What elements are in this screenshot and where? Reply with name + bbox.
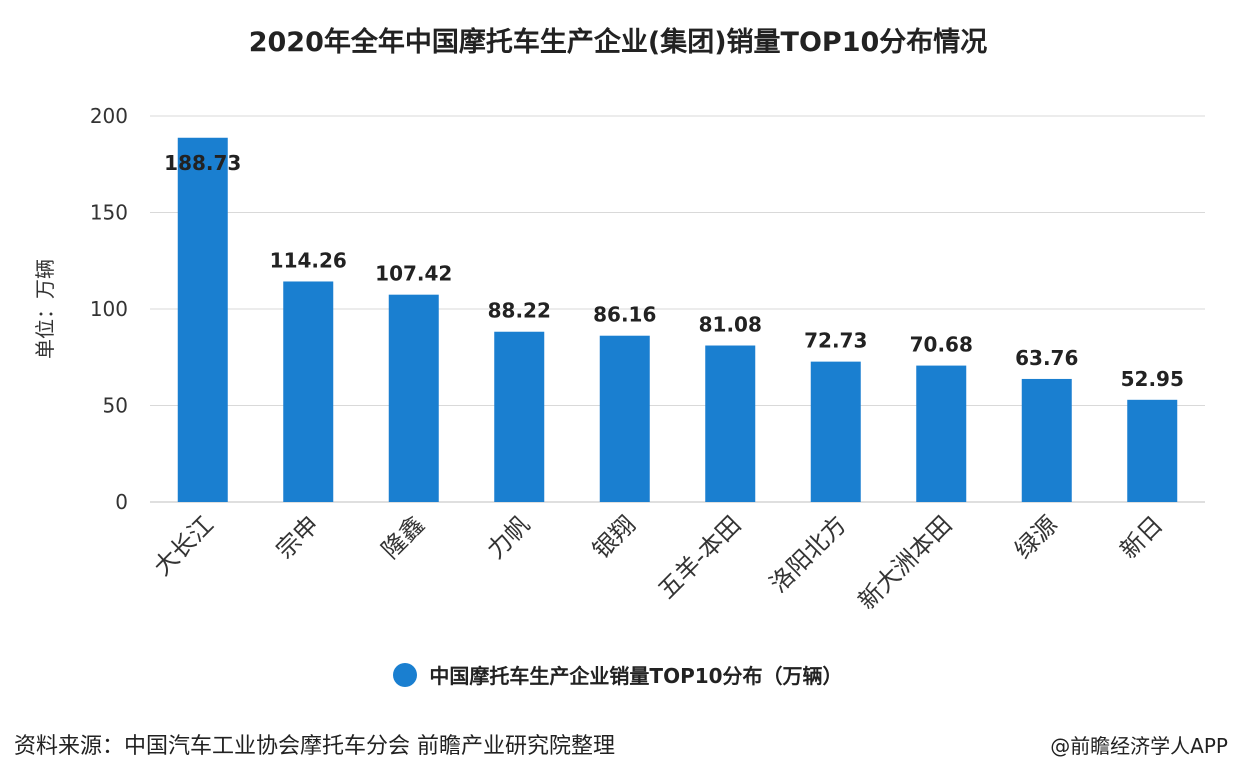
x-tick-label: 力帆 <box>482 510 536 564</box>
legend-label: 中国摩托车生产企业销量TOP10分布（万辆） <box>429 664 843 688</box>
legend: 中国摩托车生产企业销量TOP10分布（万辆） <box>0 660 1236 689</box>
data-label: 70.68 <box>910 333 973 357</box>
x-tick-label: 新日 <box>1115 510 1169 564</box>
x-tick-label: 宗申 <box>271 510 325 564</box>
data-label: 52.95 <box>1121 367 1184 391</box>
y-tick-label: 50 <box>103 394 128 418</box>
footer-credit: @前瞻经济学人APP <box>1050 734 1228 758</box>
x-tick-label: 隆鑫 <box>376 510 430 564</box>
x-tick-label: 新大洲本田 <box>853 510 958 615</box>
bar-9 <box>1021 378 1072 502</box>
footer-source: 资料来源：中国汽车工业协会摩托车分会 前瞻产业研究院整理 <box>14 734 615 759</box>
data-label: 72.73 <box>804 329 867 353</box>
data-label: 107.42 <box>375 262 452 286</box>
y-tick-label: 150 <box>90 201 128 225</box>
bar-1 <box>177 137 228 502</box>
bar-7 <box>810 361 861 502</box>
y-tick-label: 100 <box>90 297 128 321</box>
data-label: 81.08 <box>699 313 762 337</box>
x-tick-label: 洛阳北方 <box>764 510 852 598</box>
data-label: 114.26 <box>270 248 347 272</box>
bar-10 <box>1127 399 1178 502</box>
bar-4 <box>494 331 545 502</box>
bar-6 <box>705 345 756 502</box>
data-label: 88.22 <box>488 299 551 323</box>
x-tick-label: 大长江 <box>148 510 219 581</box>
bar-8 <box>916 365 967 502</box>
x-tick-label: 绿源 <box>1009 510 1063 564</box>
data-label: 86.16 <box>593 303 656 327</box>
x-tick-label: 银翔 <box>587 510 641 564</box>
x-tick-label: 五羊-本田 <box>653 510 747 604</box>
bar-2 <box>283 281 334 502</box>
bar-5 <box>599 335 650 502</box>
y-tick-label: 200 <box>90 104 128 128</box>
data-label: 63.76 <box>1015 346 1078 370</box>
data-label: 188.73 <box>164 151 241 175</box>
bar-3 <box>388 294 439 502</box>
y-tick-label: 0 <box>115 490 128 514</box>
legend-marker <box>393 662 418 687</box>
y-axis-title: 单位：万辆 <box>33 259 57 359</box>
chart-title: 2020年全年中国摩托车生产企业(集团)销量TOP10分布情况 <box>248 27 988 58</box>
